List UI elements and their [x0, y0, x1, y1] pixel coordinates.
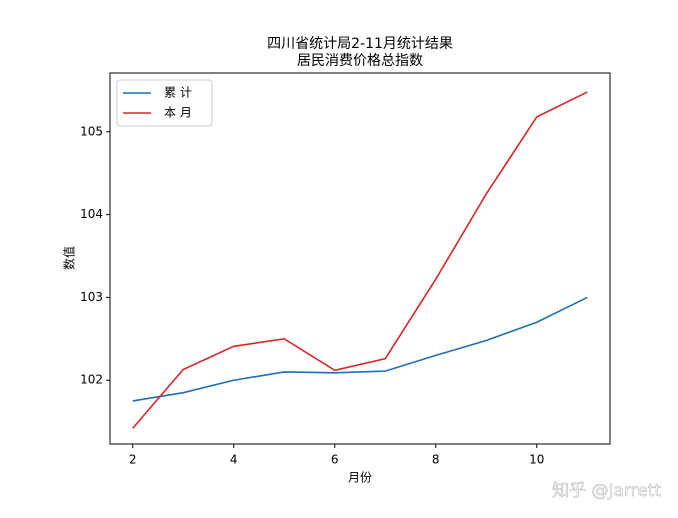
y-tick-label: 105	[80, 124, 103, 138]
series-line	[132, 296, 588, 402]
x-tick-label: 10	[529, 453, 544, 467]
x-tick-label: 4	[230, 453, 238, 467]
plot-frame	[109, 72, 611, 445]
watermark: 知乎 @Jarrett	[552, 481, 661, 501]
y-tick-label: 102	[80, 373, 103, 387]
series-line	[132, 91, 588, 429]
legend-box	[116, 79, 213, 127]
x-axis-label: 月份	[348, 471, 372, 485]
x-tick-label: 8	[432, 453, 440, 467]
y-tick-label: 103	[80, 290, 103, 304]
y-tick-label: 104	[80, 207, 103, 221]
x-tick-label: 6	[331, 453, 339, 467]
x-tick-label: 2	[129, 453, 137, 467]
chart-title: 四川省统计局2-11月统计结果	[267, 36, 453, 52]
y-axis-label: 数值	[62, 246, 77, 270]
chart-title: 居民消费价格总指数	[297, 53, 423, 69]
legend-label: 累 计	[164, 86, 192, 100]
legend-label: 本 月	[164, 106, 192, 120]
